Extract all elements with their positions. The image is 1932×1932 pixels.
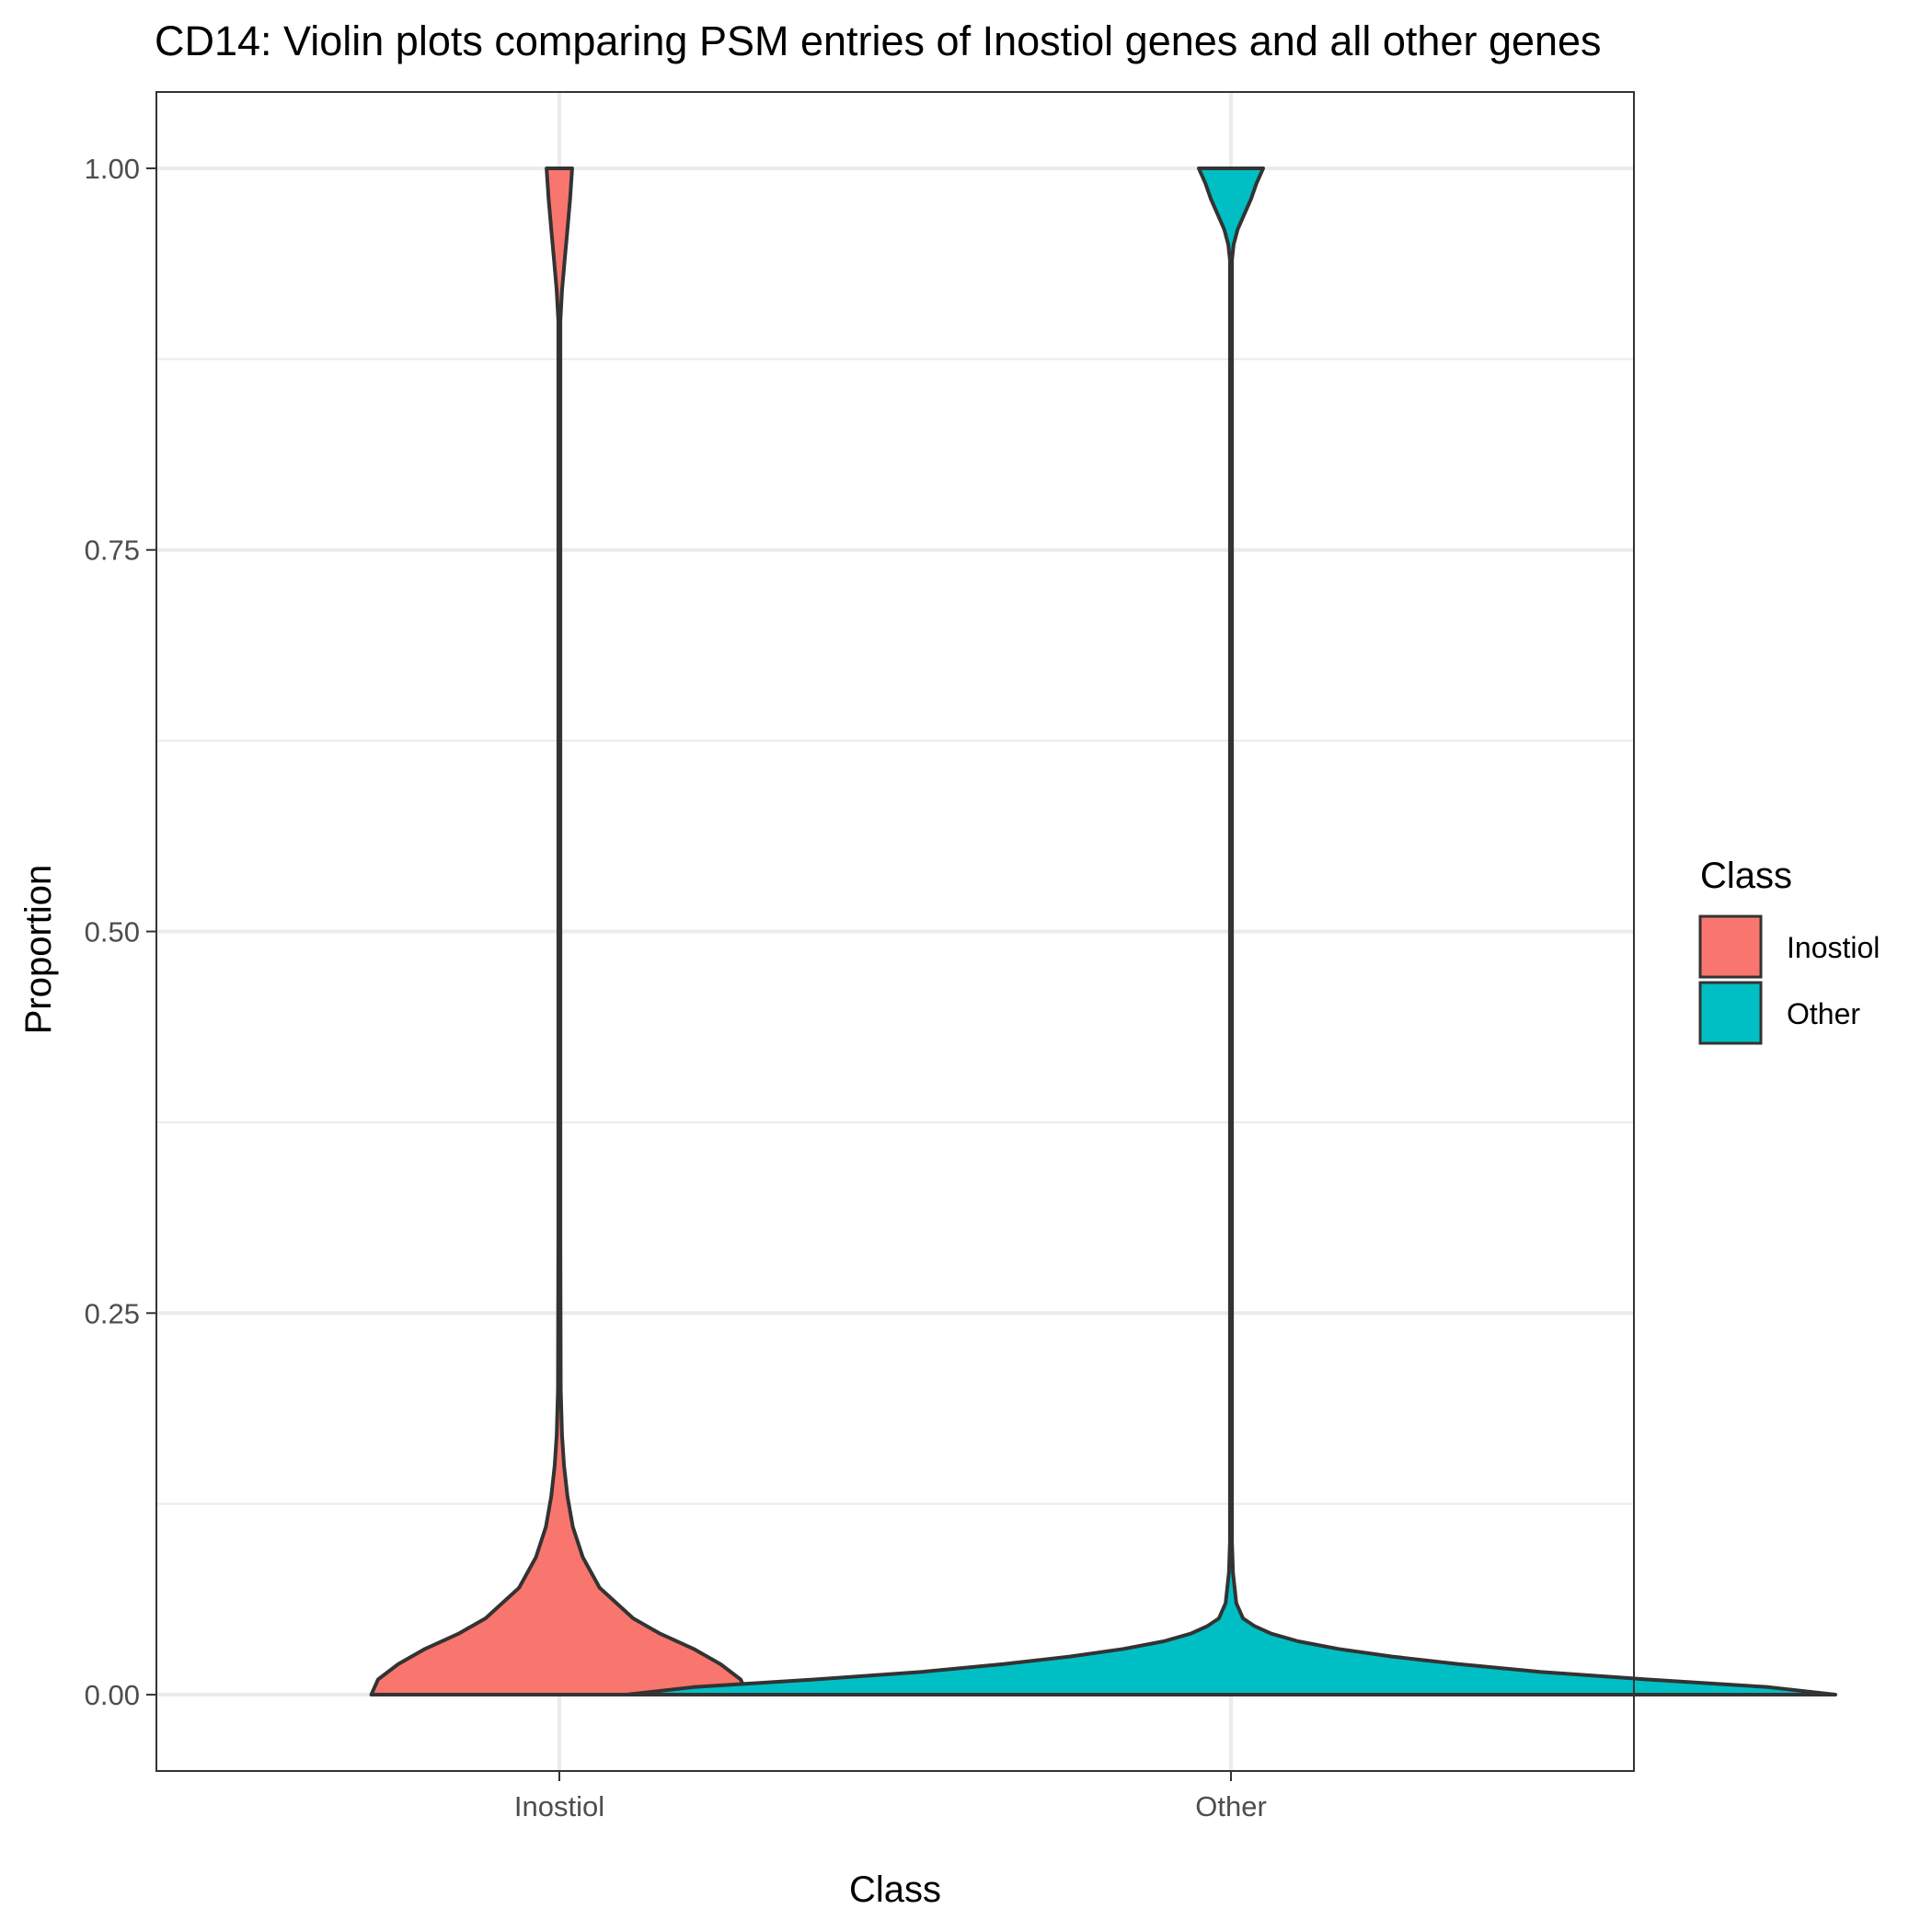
x-tick-label: Inostiol [514,1790,604,1823]
violin-other [625,167,1837,1696]
plot-area [155,91,1837,1772]
legend-item-other: Other [1698,981,1860,1045]
y-axis: 0.00 0.25 0.50 0.75 1.00 [85,153,156,1711]
legend-item-inostiol: Inostiol [1698,914,1880,979]
y-axis-title: Proportion [18,865,59,1035]
legend-label: Other [1787,997,1860,1030]
y-tick-label: 0.50 [85,916,140,949]
legend-swatch [1698,981,1763,1045]
legend-title: Class [1700,856,1792,896]
legend-label: Inostiol [1787,931,1880,964]
y-tick-label: 0.25 [85,1297,140,1329]
legend: Class Inostiol Other [1698,856,1880,1045]
x-tick-label: Other [1195,1790,1267,1823]
y-tick-label: 0.75 [85,535,140,567]
y-tick-label: 1.00 [85,153,140,185]
legend-swatch [1698,914,1763,979]
x-axis: Inostiol Other [514,1771,1267,1823]
x-axis-title: Class [849,1869,941,1910]
violin-inostiol [369,167,750,1696]
chart-title: CD14: Violin plots comparing PSM entries… [155,17,1602,64]
y-tick-label: 0.00 [85,1679,140,1711]
